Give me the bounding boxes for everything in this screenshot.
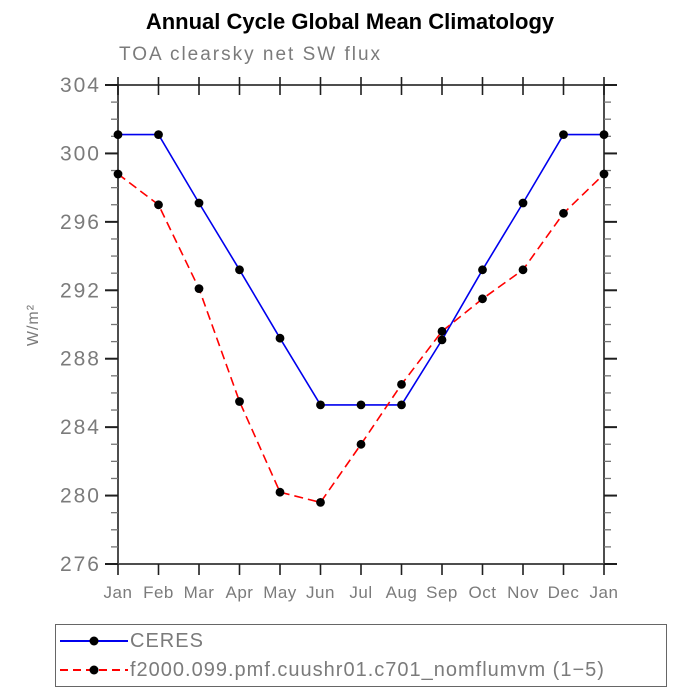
marker-dot-icon <box>89 665 99 675</box>
data-point <box>397 380 406 389</box>
data-point <box>356 439 366 449</box>
y-axis-tick-label: 304 <box>60 74 101 97</box>
chart-subtitle: TOA clearsky net SW flux <box>119 44 383 65</box>
y-axis-tick-label: 292 <box>60 279 101 302</box>
data-point <box>316 498 325 507</box>
data-point <box>559 208 568 218</box>
legend-dashed-line-sample <box>60 665 128 675</box>
y-axis-tick-label: 276 <box>60 553 101 576</box>
data-point <box>154 200 163 210</box>
legend: CERES f2000.099.pmf.cuushr01.c701_nomflu… <box>55 624 667 687</box>
data-point <box>113 169 123 179</box>
data-point <box>397 400 406 410</box>
x-axis-tick-label: Jan <box>590 583 619 602</box>
x-axis-tick-label: Jun <box>306 583 335 602</box>
y-axis-tick-label: 300 <box>60 142 101 165</box>
y-axis-tick-label: 288 <box>60 348 101 371</box>
data-point <box>154 130 163 140</box>
data-point <box>356 400 366 410</box>
legend-label-model: f2000.099.pmf.cuushr01.c701_nomflumvm (1… <box>130 658 605 681</box>
legend-item-model: f2000.099.pmf.cuushr01.c701_nomflumvm (1… <box>60 657 666 683</box>
series-line-0 <box>118 133 604 406</box>
x-axis-tick-label: Sep <box>426 583 458 602</box>
data-point <box>194 198 204 208</box>
data-point <box>235 397 244 406</box>
data-point <box>316 400 325 410</box>
data-point <box>518 265 528 275</box>
legend-solid-line-sample <box>60 636 128 646</box>
x-axis-tick-label: Mar <box>184 583 215 602</box>
x-axis-tick-label: Nov <box>507 583 539 602</box>
x-axis-tick-label: Feb <box>143 583 174 602</box>
data-point <box>478 265 487 275</box>
data-point <box>275 487 285 497</box>
y-axis-tick-label: 296 <box>60 211 101 234</box>
chart-title: Annual Cycle Global Mean Climatology <box>145 9 555 34</box>
data-point <box>235 265 244 275</box>
data-point <box>113 130 123 140</box>
axis-frame <box>117 84 605 565</box>
x-axis-tick-label: Dec <box>548 583 580 602</box>
x-axis-tick-label: Jan <box>104 583 133 602</box>
data-point <box>599 169 609 179</box>
data-point <box>559 130 568 140</box>
y-axis-tick-label: 280 <box>60 485 101 508</box>
y-axis-tick-label: 284 <box>60 416 101 439</box>
data-point <box>437 326 447 336</box>
series-line-1 <box>117 173 605 504</box>
data-point <box>518 198 528 208</box>
x-axis-tick-label: Jul <box>349 583 372 602</box>
data-point <box>437 335 447 345</box>
data-point <box>599 130 609 140</box>
y-axis-label: W/m² <box>25 304 42 346</box>
x-axis-tick-label: Apr <box>226 583 254 602</box>
legend-item-ceres: CERES <box>60 628 666 654</box>
legend-label-ceres: CERES <box>130 629 204 652</box>
data-point <box>478 294 487 304</box>
x-axis-tick-label: Oct <box>469 583 497 602</box>
data-point <box>275 333 285 343</box>
marker-dot-icon <box>89 636 99 646</box>
x-axis-tick-label: May <box>263 583 297 602</box>
x-axis-tick-label: Aug <box>386 583 418 602</box>
data-point <box>194 284 204 293</box>
